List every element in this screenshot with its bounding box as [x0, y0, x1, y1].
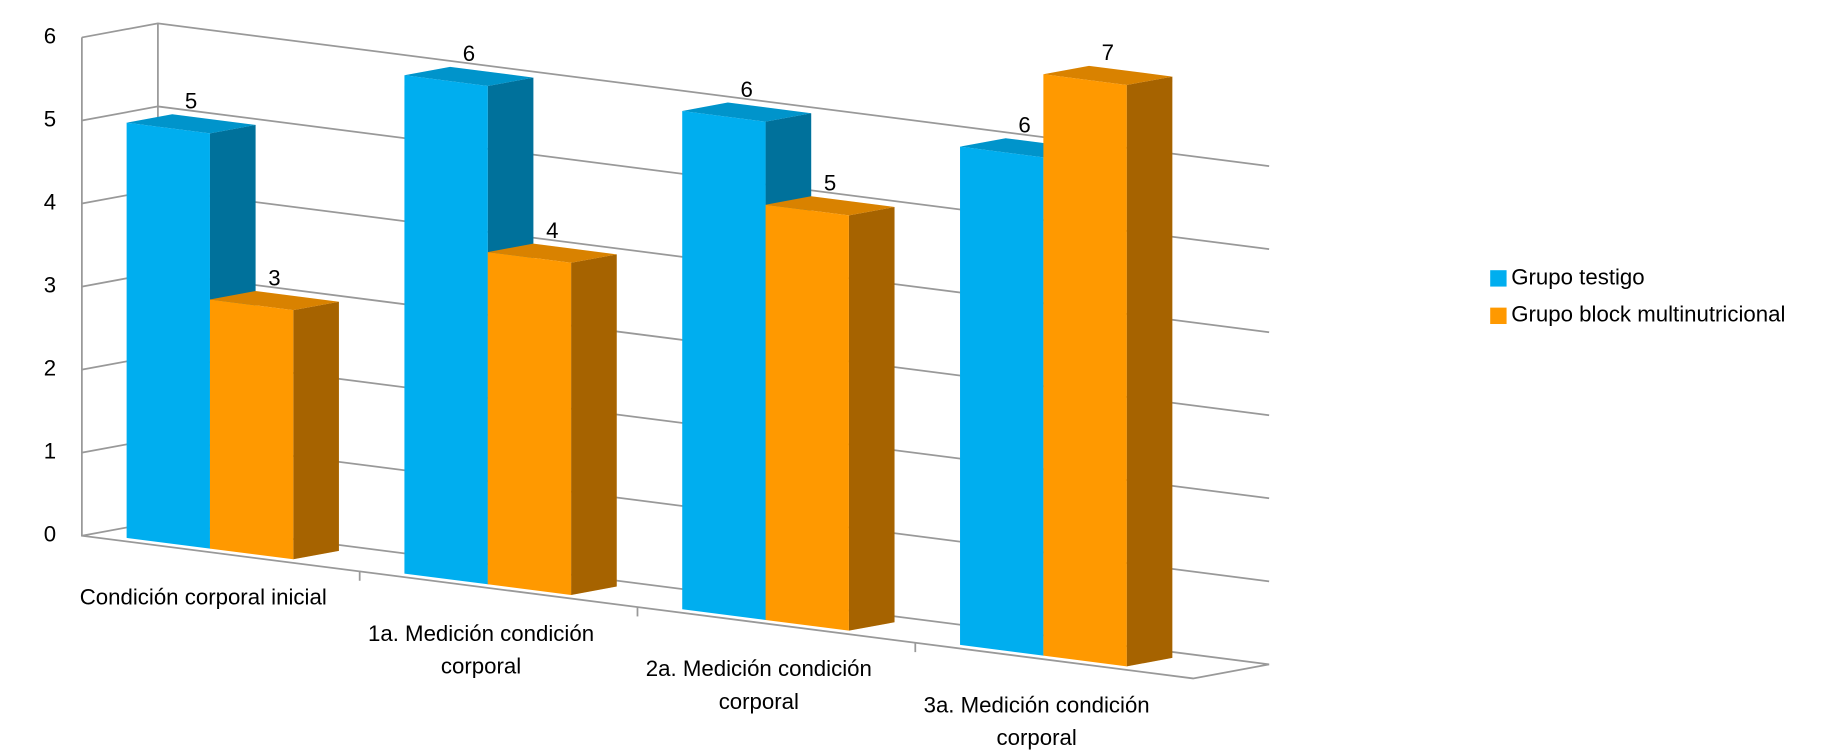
bar	[1043, 74, 1127, 667]
legend-swatch	[1490, 270, 1507, 287]
y-tick-label: 1	[44, 439, 56, 464]
x-tick-label: Condición corporal inicial	[79, 586, 327, 611]
x-tick-label: 3a. Medición condición corporal	[923, 693, 1150, 751]
bar-shade	[487, 243, 617, 263]
legend-swatch	[1490, 307, 1507, 325]
y-tick-label: 2	[44, 356, 56, 381]
y-tick-label: 5	[44, 106, 56, 131]
bar	[960, 146, 1044, 656]
bar-top	[1043, 65, 1173, 85]
y-tick-label: 4	[44, 189, 56, 214]
y-tick-label: 0	[44, 522, 56, 547]
data-label: 6	[741, 77, 753, 102]
bar-shade	[682, 102, 812, 122]
y-tick-label: 3	[44, 272, 56, 297]
bar	[487, 252, 572, 595]
bar-top	[404, 66, 534, 86]
x-tick-label: 2a. Medición condición corporal	[645, 657, 872, 715]
bar	[209, 299, 294, 560]
bar-shade	[293, 301, 339, 560]
bar-top	[765, 196, 895, 216]
bar	[765, 204, 849, 631]
bar-shade	[126, 114, 256, 134]
bar-top	[126, 114, 256, 134]
bar-top	[682, 102, 812, 122]
bar-shade	[571, 254, 617, 595]
bar-shade	[209, 291, 339, 311]
bar-side	[293, 301, 339, 560]
bar-shade	[1043, 65, 1173, 85]
data-label: 3	[268, 265, 280, 290]
bar-side	[571, 254, 617, 595]
grid-line	[81, 105, 1270, 251]
data-label: 7	[1102, 40, 1114, 65]
bar	[126, 122, 210, 549]
bar-shade	[1126, 76, 1173, 667]
bar-side	[1126, 76, 1173, 667]
y-tick-label: 6	[44, 23, 56, 48]
data-label: 5	[185, 89, 197, 114]
grid-line	[81, 22, 1270, 167]
bar-shade	[404, 66, 534, 86]
bar	[404, 75, 488, 585]
data-label: 5	[824, 171, 836, 196]
legend-label: Grupo testigo	[1511, 264, 1644, 289]
bar-side	[848, 206, 895, 631]
bar-shade	[848, 206, 895, 631]
data-label: 6	[1018, 113, 1030, 138]
data-label: 6	[463, 41, 475, 66]
x-tick-label: 1a. Medición condición corporal	[367, 621, 595, 680]
bar	[682, 110, 766, 620]
bar-top	[487, 243, 617, 263]
bar-top	[209, 291, 339, 311]
legend-label: Grupo block multinutricional	[1511, 302, 1785, 327]
data-label: 4	[546, 218, 558, 243]
bar-shade	[765, 196, 895, 216]
